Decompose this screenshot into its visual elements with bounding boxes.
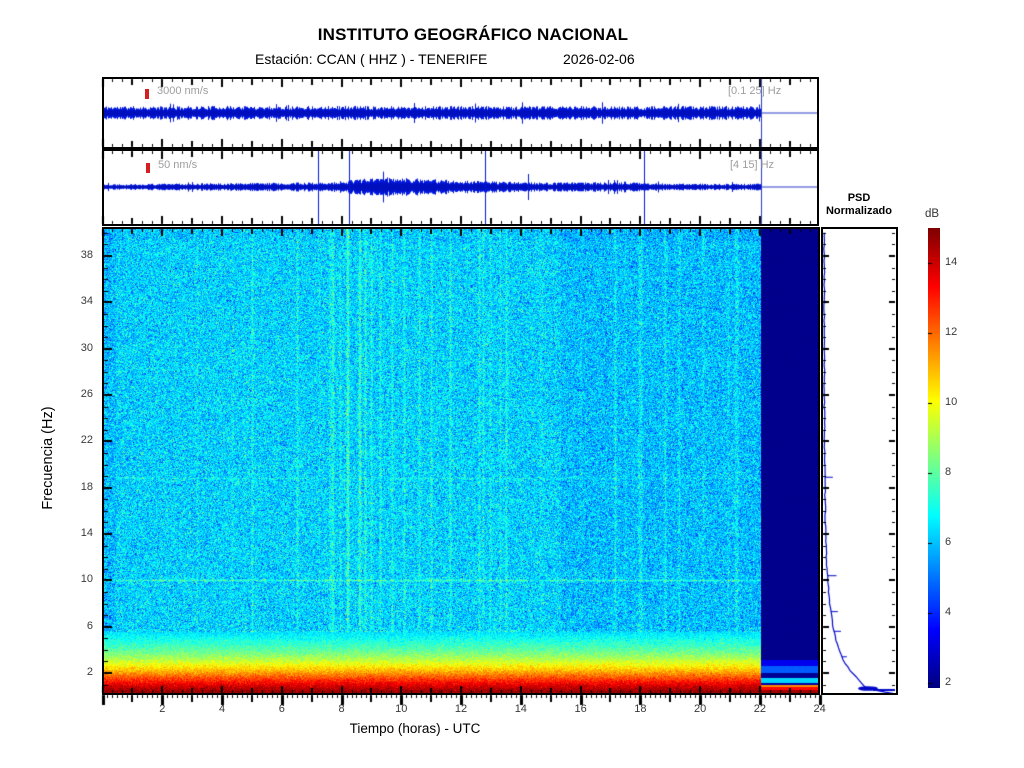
time-tick-label: 18 bbox=[634, 703, 647, 715]
psd-title-line1: PSD bbox=[847, 192, 871, 204]
freq-tick-label: 30 bbox=[80, 341, 93, 354]
colorbar-gradient bbox=[928, 228, 940, 688]
colorbar-tick-label: 8 bbox=[945, 466, 952, 478]
colorbar-tick-label: 14 bbox=[945, 256, 958, 268]
broadband-scale-label: 3000 nm/s bbox=[157, 85, 209, 97]
time-tick-label: 12 bbox=[454, 703, 468, 715]
time-tick-label: 8 bbox=[338, 703, 345, 715]
freq-tick-label: 14 bbox=[80, 527, 93, 539]
colorbar-tick-label: 2 bbox=[945, 676, 952, 688]
subtitle-station: Estación: CCAN ( HHZ ) - TENERIFE bbox=[255, 51, 488, 67]
time-tick-label: 24 bbox=[813, 703, 826, 715]
freq-tick-label: 18 bbox=[80, 480, 93, 493]
time-tick-label: 22 bbox=[753, 703, 766, 715]
time-tick-label: 4 bbox=[218, 703, 226, 715]
colorbar-tick-label: 12 bbox=[945, 326, 958, 338]
psd-curve-canvas bbox=[823, 229, 896, 693]
freq-tick-label: 2 bbox=[86, 666, 93, 678]
psd-title: PSD Normalizado bbox=[813, 192, 905, 218]
scale-marker-icon bbox=[145, 86, 149, 104]
freq-axis-label: Frecuencia (Hz) bbox=[40, 406, 56, 510]
broadband-waveform-canvas bbox=[104, 79, 817, 147]
freq-tick-label: 22 bbox=[80, 434, 93, 447]
time-tick-label: 10 bbox=[395, 703, 408, 715]
time-tick-label: 20 bbox=[693, 703, 707, 715]
spectrogram-canvas bbox=[104, 229, 818, 693]
freq-tick-label: 38 bbox=[80, 249, 93, 261]
psd-title-line2: Normalizado bbox=[825, 205, 892, 217]
time-tick-label: 14 bbox=[514, 703, 527, 715]
broadband-filter-band-label: [0.1 25] Hz bbox=[728, 85, 782, 97]
time-axis-label: Tiempo (horas) - UTC bbox=[349, 721, 481, 736]
time-tick-label: 2 bbox=[159, 703, 166, 715]
filtered-filter-band-label: [4 15] Hz bbox=[730, 159, 775, 171]
time-tick-label: 6 bbox=[278, 703, 285, 715]
page-title: INSTITUTO GEOGRÁFICO NACIONAL bbox=[317, 25, 629, 44]
freq-tick-label: 26 bbox=[80, 388, 93, 400]
subtitle-date: 2026-02-06 bbox=[563, 51, 635, 67]
freq-tick-label: 10 bbox=[80, 573, 93, 586]
colorbar-unit-label: dB bbox=[925, 208, 940, 220]
filtered-scale-label: 50 nm/s bbox=[158, 159, 198, 171]
freq-tick-label: 6 bbox=[86, 619, 93, 632]
time-tick-label: 16 bbox=[574, 703, 587, 715]
freq-tick-label: 34 bbox=[80, 295, 93, 308]
colorbar-tick-label: 6 bbox=[945, 536, 952, 548]
filtered-waveform-canvas bbox=[104, 151, 817, 224]
scale-marker-icon bbox=[146, 160, 150, 178]
colorbar-tick-label: 4 bbox=[945, 606, 952, 618]
colorbar-tick-label: 10 bbox=[945, 396, 958, 408]
